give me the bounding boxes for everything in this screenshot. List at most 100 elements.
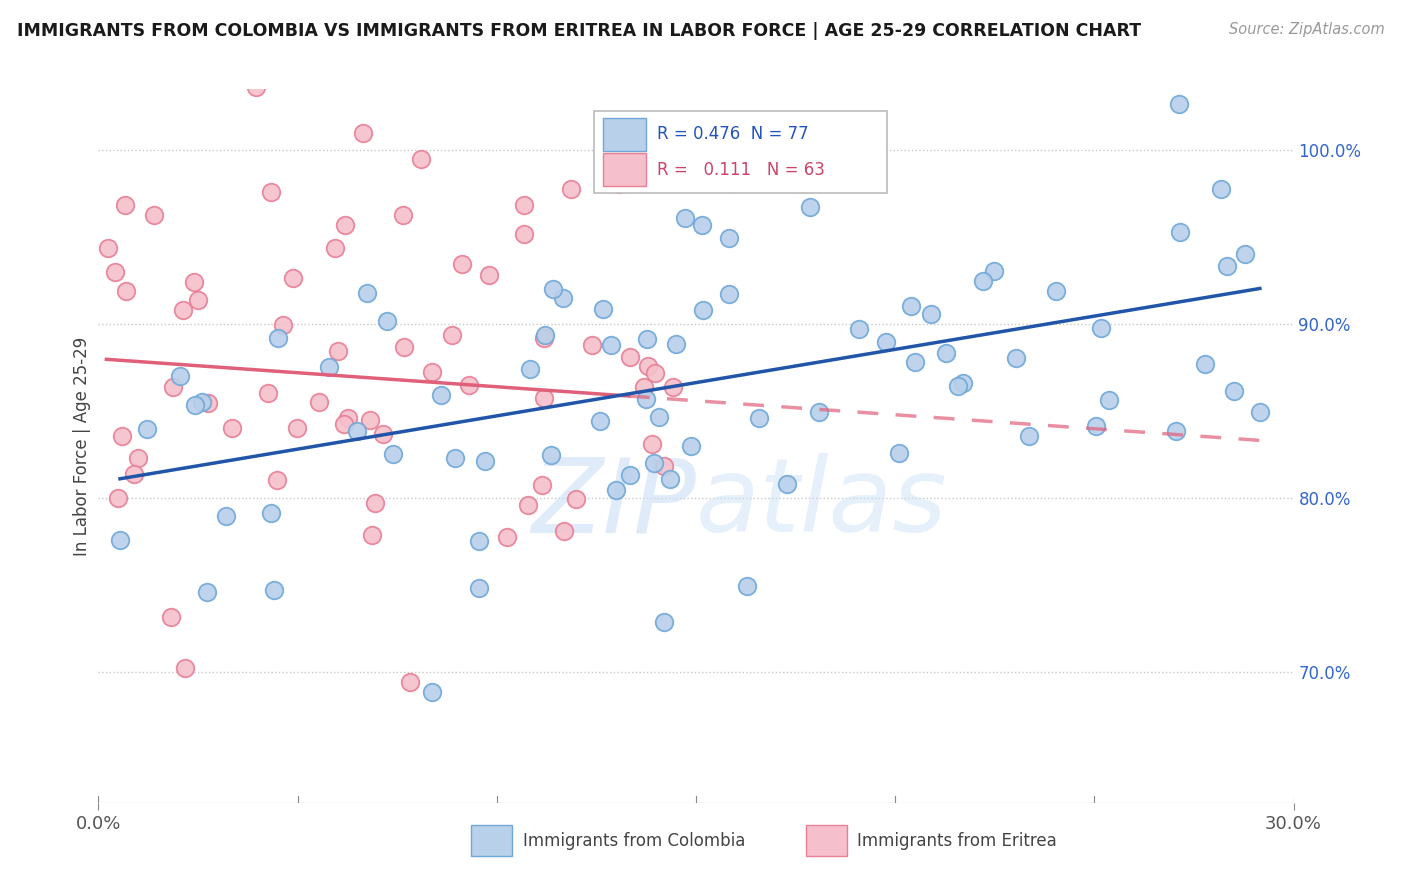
Y-axis label: In Labor Force | Age 25-29: In Labor Force | Age 25-29 (73, 336, 91, 556)
Point (1168, 225, 1191, 239)
Text: Source: ZipAtlas.com: Source: ZipAtlas.com (1229, 22, 1385, 37)
Point (512, 227, 534, 241)
FancyBboxPatch shape (603, 118, 645, 151)
Point (748, 411, 770, 425)
Point (360, 528, 382, 542)
Point (169, 368, 191, 383)
Point (260, 506, 283, 520)
Point (551, 291, 574, 305)
Point (946, 379, 969, 393)
Point (335, 219, 357, 233)
Point (533, 331, 555, 345)
Point (592, 301, 614, 316)
Point (541, 281, 564, 295)
Point (1018, 429, 1040, 443)
Point (326, 343, 349, 358)
FancyBboxPatch shape (603, 153, 645, 186)
Point (495, 530, 517, 544)
Text: R =   0.111   N = 63: R = 0.111 N = 63 (657, 161, 824, 178)
Point (308, 395, 330, 409)
Point (429, 388, 451, 402)
Point (172, 303, 194, 318)
Point (197, 585, 219, 599)
Point (600, 338, 623, 352)
Text: R = 0.476  N = 77: R = 0.476 N = 77 (657, 125, 808, 143)
Point (565, 492, 588, 507)
Point (1045, 284, 1067, 298)
Point (619, 350, 641, 364)
Point (394, 340, 416, 354)
Point (799, 200, 821, 214)
Point (644, 366, 666, 380)
Point (356, 285, 378, 300)
Point (605, 483, 627, 497)
Point (1233, 247, 1256, 261)
Point (717, 231, 740, 245)
Text: IMMIGRANTS FROM COLOMBIA VS IMMIGRANTS FROM ERITREA IN LABOR FORCE | AGE 25-29 C: IMMIGRANTS FROM COLOMBIA VS IMMIGRANTS F… (17, 22, 1142, 40)
Point (271, 318, 294, 332)
Point (245, 79, 267, 94)
Point (673, 211, 696, 226)
Point (364, 495, 387, 509)
Point (191, 394, 214, 409)
Point (1222, 384, 1244, 399)
Point (215, 509, 238, 524)
Point (589, 414, 612, 428)
Point (318, 359, 340, 374)
Point (690, 218, 713, 232)
Point (381, 447, 404, 461)
Point (609, 177, 631, 191)
Point (875, 335, 897, 350)
Point (285, 420, 308, 434)
Point (1168, 97, 1191, 112)
Point (375, 314, 398, 328)
Point (353, 126, 375, 140)
Point (530, 478, 553, 492)
Point (972, 274, 994, 288)
Point (221, 421, 243, 435)
Point (920, 307, 942, 321)
Point (392, 208, 415, 222)
Point (173, 661, 195, 675)
Point (664, 337, 686, 351)
Point (776, 477, 799, 491)
Point (451, 257, 474, 271)
Point (633, 379, 655, 393)
Point (143, 208, 166, 222)
Point (648, 410, 671, 425)
Point (420, 685, 443, 699)
Point (114, 198, 136, 212)
Point (183, 275, 205, 289)
Point (1097, 393, 1119, 408)
Point (187, 293, 209, 307)
Point (658, 472, 681, 486)
Point (115, 284, 138, 298)
Point (104, 265, 127, 279)
Point (422, 365, 444, 379)
Point (359, 412, 381, 426)
Point (692, 303, 714, 318)
FancyBboxPatch shape (806, 825, 846, 856)
Point (1194, 357, 1216, 371)
Point (474, 454, 496, 468)
Point (553, 524, 575, 538)
Point (983, 263, 1005, 277)
Point (440, 328, 463, 343)
Point (122, 467, 145, 481)
Point (640, 437, 662, 451)
Point (848, 321, 870, 335)
Point (952, 376, 974, 391)
Point (808, 405, 831, 419)
Point (619, 468, 641, 483)
Point (346, 424, 368, 438)
Point (973, 52, 995, 66)
Point (534, 328, 557, 343)
Point (662, 380, 685, 394)
Point (266, 473, 288, 487)
Point (260, 185, 283, 199)
Point (904, 354, 927, 368)
Point (336, 410, 359, 425)
Point (443, 450, 465, 465)
Point (636, 332, 658, 346)
Point (107, 491, 129, 506)
